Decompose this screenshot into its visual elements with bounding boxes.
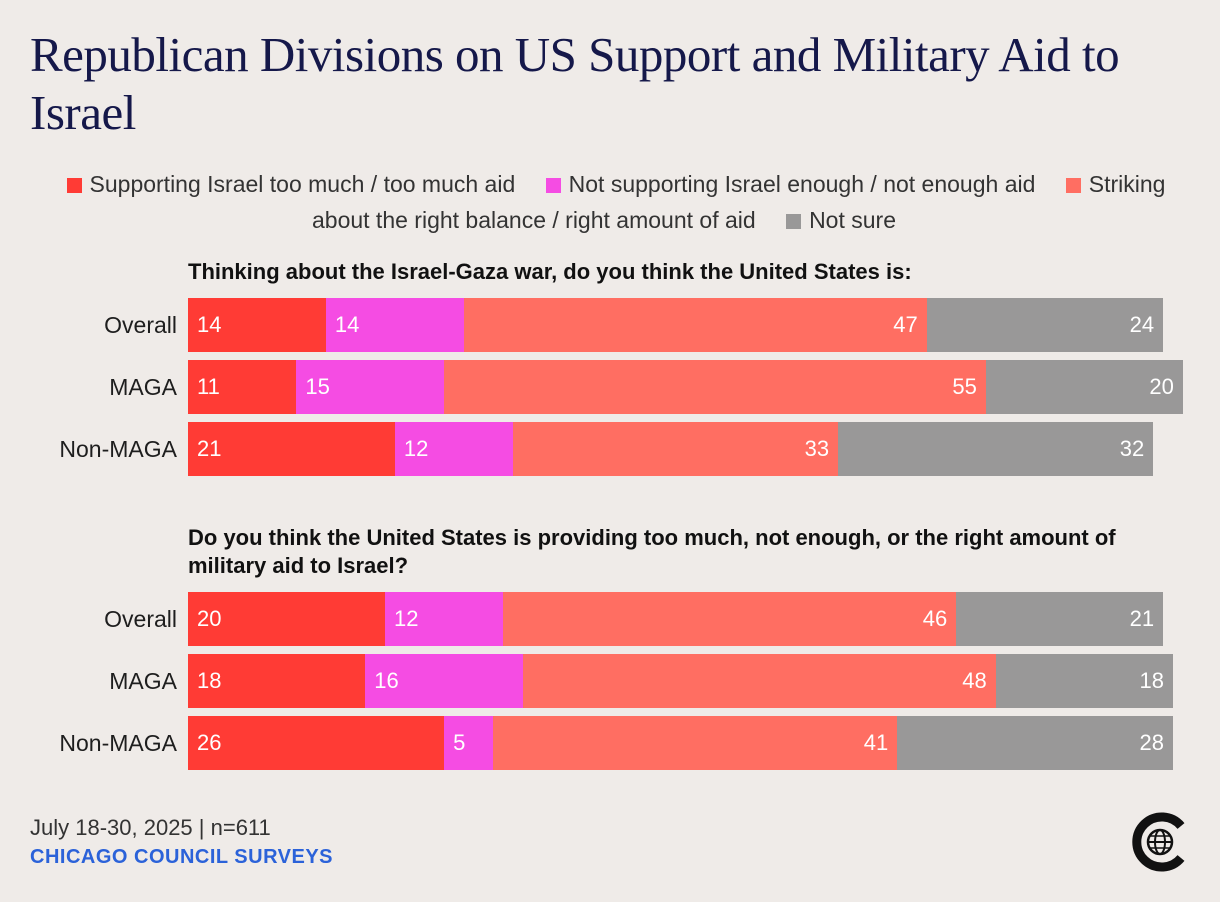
stacked-bar: 21 12 33 32: [188, 422, 1154, 476]
legend-label: Not supporting Israel enough / not enoug…: [568, 171, 1036, 197]
bar-segment: 46: [503, 592, 957, 646]
legend-item: Striking about the right balance / right…: [312, 171, 1166, 233]
data-label: 20: [197, 606, 222, 631]
stacked-bar: 26 5 41 28: [188, 716, 1173, 770]
bar-row: Overall 14 14 47 24: [0, 298, 1220, 352]
question-1: Thinking about the Israel-Gaza war, do y…: [188, 259, 912, 284]
data-label: 24: [1129, 312, 1155, 337]
bar-segment: 14: [325, 298, 464, 352]
data-label: 12: [394, 606, 419, 631]
legend-swatch: [786, 214, 802, 229]
data-label: 11: [197, 374, 220, 399]
bar-segment: 12: [385, 592, 504, 646]
bar-row: Overall 20 12 46 21: [0, 592, 1220, 646]
data-label: 47: [893, 312, 918, 337]
category-label: Overall: [104, 312, 177, 338]
data-label: 21: [197, 436, 222, 461]
bar-segment: 55: [444, 360, 986, 414]
data-label: 41: [863, 730, 889, 755]
data-label: 20: [1149, 374, 1174, 399]
data-label: 18: [197, 668, 222, 693]
bar-row: MAGA 18 16 48 18: [0, 654, 1220, 708]
stacked-bar: 20 12 46 21: [188, 592, 1164, 646]
legend-item: Not supporting Israel enough / not enoug…: [545, 171, 1036, 197]
stacked-bar: 14 14 47 24: [188, 298, 1164, 352]
category-label: MAGA: [109, 374, 177, 400]
data-label: 12: [403, 436, 429, 461]
bar-segment: 5: [444, 716, 494, 770]
bar-segment: 33: [513, 422, 839, 476]
bar-segment: 24: [926, 298, 1164, 352]
data-label: 18: [1139, 668, 1164, 693]
data-label: 55: [952, 374, 977, 399]
stacked-bar: 11 15 55 20: [188, 360, 1183, 414]
data-label: 15: [305, 374, 330, 399]
data-label: 5: [453, 730, 466, 755]
chart-title: Republican Divisions on US Support and M…: [30, 27, 1120, 140]
legend: Supporting Israel too much / too much ai…: [40, 166, 1180, 238]
question-2: Do you think the United States is provid…: [188, 525, 1116, 578]
legend-label: Supporting Israel too much / too much ai…: [89, 171, 516, 197]
data-label: 28: [1139, 730, 1164, 755]
bar-segment: 11: [188, 360, 297, 414]
bar-segment: 18: [995, 654, 1173, 708]
legend-swatch: [545, 178, 561, 193]
legend-swatch: [66, 178, 82, 193]
survey-date: July 18-30, 2025 | n=611: [30, 815, 271, 840]
bar-segment: 21: [956, 592, 1164, 646]
bar-segment: 41: [493, 716, 898, 770]
data-label: 48: [962, 668, 987, 693]
bar-segment: 12: [394, 422, 514, 476]
legend-label: Striking about the right balance / right…: [311, 171, 1166, 233]
bar-segment: 21: [188, 422, 395, 476]
data-label: 26: [197, 730, 222, 755]
stacked-bar: 18 16 48 18: [188, 654, 1173, 708]
source-label: CHICAGO COUNCIL SURVEYS: [30, 846, 334, 868]
data-label: 46: [922, 606, 948, 631]
bar-row: Non-MAGA 21 12 33 32: [0, 422, 1220, 476]
bar-segment: 32: [838, 422, 1154, 476]
bar-segment: 20: [188, 592, 385, 646]
data-label: 21: [1129, 606, 1155, 631]
legend-item: Supporting Israel too much / too much ai…: [66, 171, 516, 197]
chicago-council-globe-logo-icon: [1132, 812, 1185, 872]
category-label: Overall: [104, 606, 177, 632]
bar-segment: 48: [522, 654, 996, 708]
legend-label: Not sure: [809, 207, 896, 233]
bar-segment: 18: [188, 654, 366, 708]
data-label: 14: [334, 312, 360, 337]
bar-segment: 28: [897, 716, 1173, 770]
bar-segment: 47: [463, 298, 927, 352]
bar-segment: 14: [188, 298, 326, 352]
category-label: MAGA: [109, 668, 177, 694]
legend-swatch: [1065, 178, 1081, 193]
category-label: Non-MAGA: [59, 436, 177, 462]
bar-row: Non-MAGA 26 5 41 28: [0, 716, 1220, 770]
data-label: 14: [197, 312, 222, 337]
category-label: Non-MAGA: [59, 730, 177, 756]
data-label: 32: [1119, 436, 1145, 461]
bar-segment: 20: [985, 360, 1183, 414]
legend-item: Not sure: [786, 207, 896, 233]
bar-segment: 16: [365, 654, 523, 708]
data-label: 33: [804, 436, 830, 461]
bar-row: MAGA 11 15 55 20: [0, 360, 1220, 414]
data-label: 16: [374, 668, 399, 693]
bar-segment: 26: [188, 716, 445, 770]
bar-segment: 15: [296, 360, 445, 414]
